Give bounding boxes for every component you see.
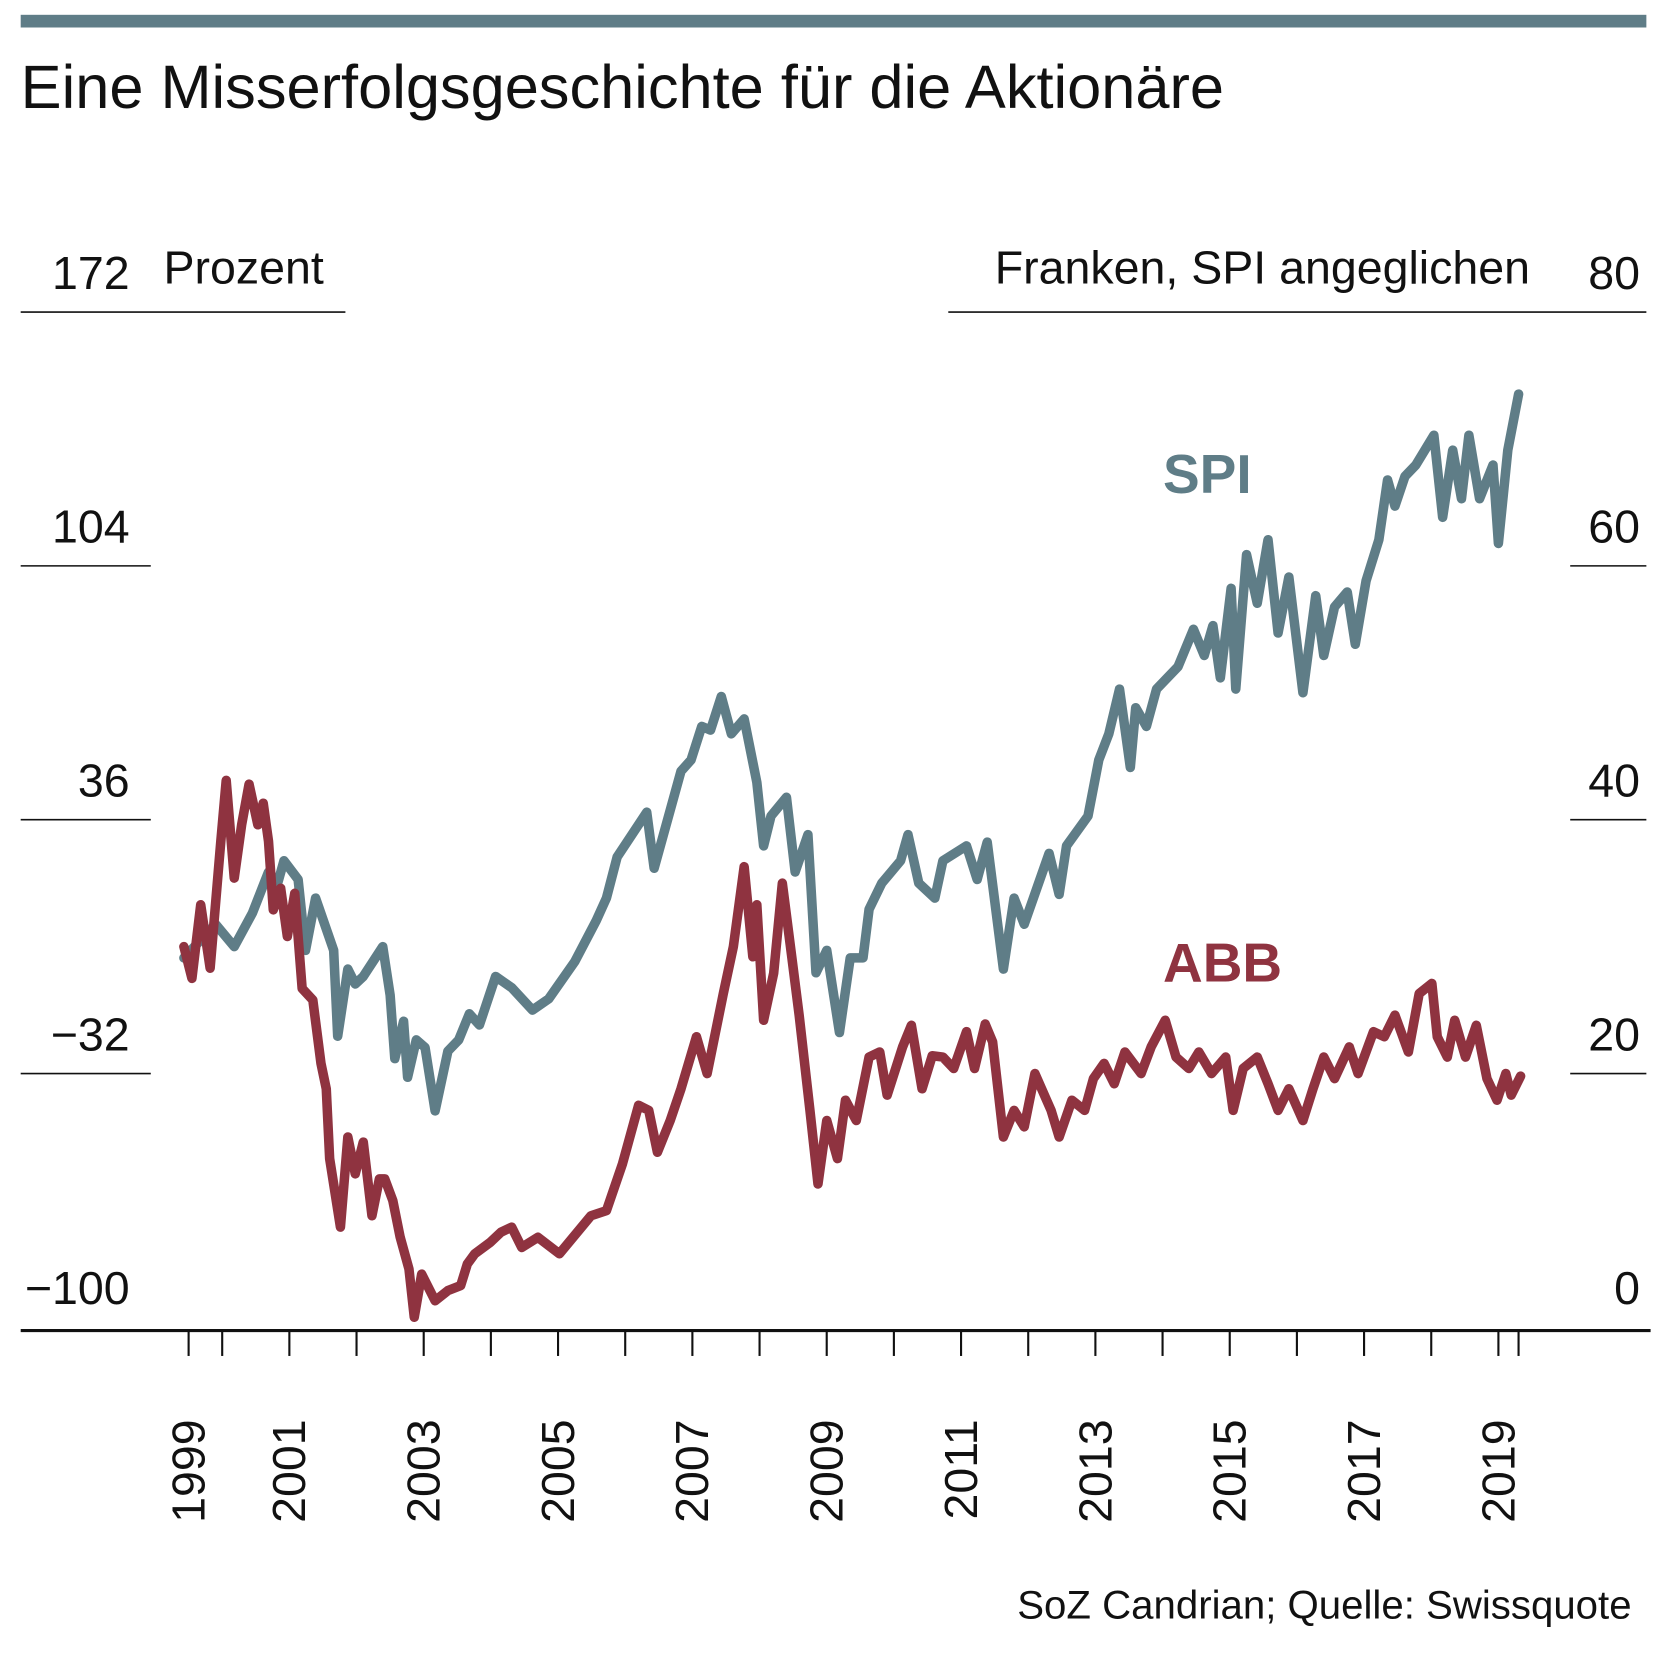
x-tick-label: 2003	[398, 1419, 450, 1522]
x-tick-label: 1999	[162, 1419, 214, 1522]
x-tick-label: 2013	[1069, 1419, 1121, 1522]
x-tick-label: 2019	[1472, 1419, 1524, 1522]
y-tick-label: −32	[51, 1008, 130, 1060]
x-tick-label: 2009	[801, 1419, 853, 1522]
x-tick-label: 2017	[1338, 1419, 1390, 1522]
y2-tick-label: 60	[1588, 501, 1640, 553]
chart-title: Eine Misserfolgsgeschichte für die Aktio…	[21, 52, 1224, 121]
y2-axis-label: Franken, SPI angeglichen	[995, 241, 1530, 293]
series-label: SPI	[1163, 443, 1252, 505]
x-tick-label: 2001	[263, 1419, 315, 1522]
series-label: ABB	[1163, 932, 1282, 994]
y-tick-label: 172	[52, 247, 130, 299]
y-tick-label: 104	[52, 501, 130, 553]
x-tick-label: 2007	[666, 1419, 718, 1522]
y2-tick-label: 20	[1588, 1008, 1640, 1060]
y-axis-label: Prozent	[163, 241, 323, 293]
x-tick-label: 2015	[1204, 1419, 1256, 1522]
series-line	[179, 775, 1526, 1323]
x-tick-label: 2005	[532, 1419, 584, 1522]
y2-tick-label: 80	[1588, 247, 1640, 299]
y2-tick-label: 40	[1588, 754, 1640, 806]
x-tick-label: 2011	[935, 1419, 987, 1519]
y-tick-label: −100	[25, 1262, 130, 1314]
top-bar	[20, 14, 1647, 28]
y2-tick-label: 0	[1614, 1262, 1640, 1314]
series-line	[179, 389, 1524, 1116]
y-tick-label: 36	[78, 754, 130, 806]
source-note: SoZ Candrian; Quelle: Swissquote	[1017, 1582, 1631, 1627]
